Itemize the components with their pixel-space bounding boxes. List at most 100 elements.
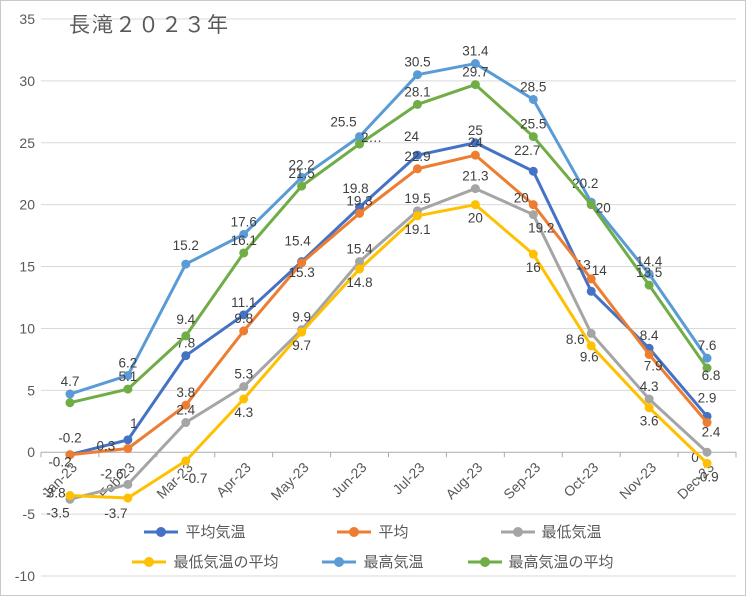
series-point-mean[interactable] [702,418,712,428]
data-label-max-temp: 28.5 [520,79,546,94]
data-label-max-temp: 14.4 [636,254,663,269]
series-point-min-temp[interactable] [470,184,480,194]
series-point-mean[interactable] [644,349,654,359]
series-point-mean-temp[interactable] [412,150,422,160]
series-point-min-temp[interactable] [644,394,654,404]
series-point-mean[interactable] [181,400,191,410]
series-point-mean[interactable] [123,444,133,454]
series-point-mean[interactable] [297,258,307,268]
series-point-mean[interactable] [528,200,538,210]
legend-item-mean-temp[interactable]: 平均気温 [144,521,245,542]
data-label-min-temp-mean: -3.5 [46,506,69,521]
series-point-max-temp[interactable] [470,59,480,69]
series-line-max-temp-mean[interactable] [68,83,709,405]
legend-item-min-temp[interactable]: 最低気温 [500,521,602,542]
series-point-mean-temp[interactable] [528,166,538,176]
series-point-max-temp[interactable] [702,353,712,363]
series-point-min-temp-mean[interactable] [412,211,422,221]
series-point-mean-temp[interactable] [181,351,191,361]
data-label-mean: 3.8 [176,385,195,400]
series-point-mean[interactable] [65,450,75,460]
legend-label: 最高気温の平均 [508,554,614,571]
series-point-mean-temp[interactable] [355,202,365,212]
legend-marker-min-temp [500,526,535,537]
series-point-min-temp-mean[interactable] [65,491,75,501]
series-point-mean[interactable] [470,150,480,160]
series-line-max-temp[interactable] [68,62,709,396]
series-point-max-temp[interactable] [528,94,538,104]
series-point-max-temp-mean[interactable] [702,363,712,373]
series-point-max-temp-mean[interactable] [239,248,249,258]
series-point-min-temp[interactable] [586,328,596,338]
legend-item-min-temp-mean[interactable]: 最低気温の平均 [132,551,278,572]
series-point-min-temp-mean[interactable] [586,341,596,351]
series-point-min-temp-mean[interactable] [297,327,307,337]
data-label-min-temp: -3.8 [42,485,65,500]
series-point-mean[interactable] [355,208,365,218]
data-label-max-temp-mean: 29.7 [462,65,488,80]
series-point-max-temp[interactable] [239,229,249,239]
data-label-min-temp-mean: -0.9 [695,469,718,484]
series-point-min-temp[interactable] [528,210,538,220]
series-point-max-temp-mean[interactable] [586,200,596,210]
series-line-min-temp[interactable] [68,187,709,501]
series-point-max-temp-mean[interactable] [297,181,307,191]
series-point-max-temp-mean[interactable] [181,331,191,341]
series-point-max-temp-mean[interactable] [470,80,480,90]
series-point-max-temp-mean[interactable] [123,384,133,394]
series-point-mean-temp[interactable] [470,138,480,148]
series-line-min-temp-mean[interactable] [68,203,709,500]
series-line-mean-temp[interactable] [68,141,709,457]
series-line-mean[interactable] [68,153,709,457]
series-point-mean-temp[interactable] [239,310,249,320]
series-point-min-temp[interactable] [239,382,249,392]
series-point-min-temp-mean[interactable] [355,264,365,274]
data-label-mean: 7.9 [644,358,663,373]
series-point-min-temp[interactable] [355,257,365,267]
data-label-max-temp: 17.6 [231,214,257,229]
series-point-min-temp-mean[interactable] [123,493,133,503]
series-point-min-temp[interactable] [181,418,191,428]
series-point-max-temp-mean[interactable] [644,280,654,290]
series-point-max-temp-mean[interactable] [355,139,365,149]
series-point-mean[interactable] [412,164,422,174]
data-label-min-temp-mean: 4.3 [234,405,253,420]
series-point-mean-temp[interactable] [586,286,596,296]
series-point-max-temp[interactable] [65,389,75,399]
series-point-mean[interactable] [586,274,596,284]
series-point-min-temp-mean[interactable] [470,200,480,210]
data-label-min-temp-mean: 8.6 [566,332,585,347]
series-point-max-temp-mean[interactable] [412,99,422,109]
series-point-max-temp[interactable] [123,370,133,380]
legend-item-mean[interactable]: 平均 [337,521,409,542]
data-label-min-temp-mean: 19.1 [404,222,430,237]
x-axis-label: Sep-23 [500,459,543,502]
series-point-min-temp-mean[interactable] [644,403,654,413]
series-point-min-temp[interactable] [702,447,712,457]
series-point-mean[interactable] [239,326,249,336]
series-point-max-temp[interactable] [355,132,365,142]
series-point-max-temp[interactable] [644,269,654,279]
data-label-min-temp: 2.4 [176,403,195,418]
series-point-min-temp-mean[interactable] [702,458,712,468]
data-label-min-temp: 4.3 [640,379,659,394]
series-point-max-temp[interactable] [181,259,191,269]
series-point-min-temp-mean[interactable] [181,456,191,466]
series-point-max-temp[interactable] [297,172,307,182]
legend-item-max-temp-mean[interactable]: 最高気温の平均 [467,551,614,572]
series-point-max-temp[interactable] [412,70,422,80]
x-axis-label: Jun-23 [328,459,370,501]
data-label-mean: -0.2 [48,455,71,470]
series-point-min-temp[interactable] [123,479,133,489]
series-point-max-temp-mean[interactable] [65,398,75,408]
series-point-max-temp-mean[interactable] [528,132,538,142]
series-point-min-temp-mean[interactable] [528,249,538,259]
data-label-max-temp: 22.2 [288,157,314,172]
data-label-min-temp-mean: 20 [468,211,483,226]
series-point-min-temp-mean[interactable] [239,394,249,404]
series-point-mean-temp[interactable] [123,435,133,445]
data-label-max-temp: 30.5 [404,55,430,70]
legend-marker-max-temp [322,556,357,567]
legend-item-max-temp[interactable]: 最高気温 [322,551,424,572]
